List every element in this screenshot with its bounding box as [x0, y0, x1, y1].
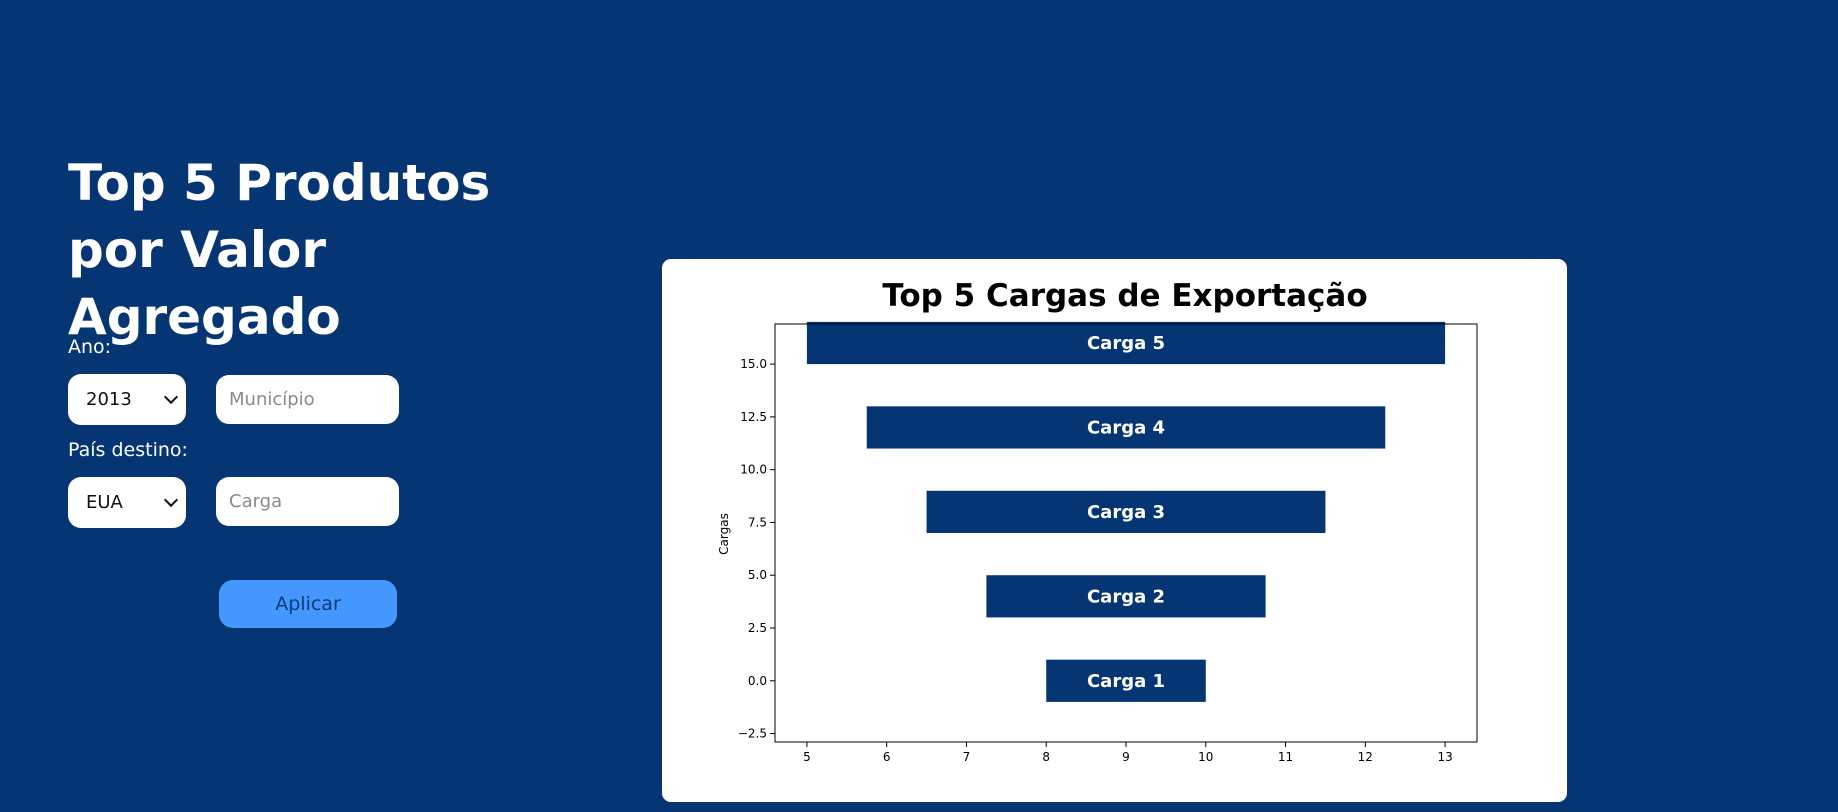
- municipio-input[interactable]: [216, 375, 399, 424]
- plot-frame: [774, 323, 1478, 743]
- x-tick-label: 11: [1278, 750, 1293, 764]
- country-select-value: EUA: [86, 492, 123, 513]
- bar-label: Carga 3: [1087, 502, 1165, 523]
- x-tick-label: 13: [1437, 750, 1452, 764]
- y-tick-label: 12.5: [740, 410, 767, 424]
- y-tick-label: 15.0: [740, 357, 767, 371]
- chart-title: Top 5 Cargas de Exportação: [882, 278, 1367, 314]
- country-select[interactable]: EUA: [68, 477, 186, 528]
- year-label: Ano:: [68, 336, 112, 358]
- page-title: Top 5 Produtos por Valor Agregado: [68, 154, 491, 346]
- bar-carga-5: [806, 321, 1446, 365]
- year-select-value: 2013: [86, 389, 132, 410]
- bar-carga-4: [866, 406, 1386, 449]
- y-tick-label: 10.0: [740, 463, 767, 477]
- x-tick-label: 8: [1042, 750, 1050, 764]
- carga-input[interactable]: [216, 477, 399, 526]
- apply-button[interactable]: Aplicar: [219, 580, 397, 628]
- chevron-down-icon: [163, 389, 179, 405]
- bar-label: Carga 5: [1087, 333, 1165, 354]
- bar-label: Carga 2: [1087, 586, 1165, 607]
- x-tick-label: 5: [803, 750, 811, 764]
- x-tick-label: 7: [963, 750, 971, 764]
- year-select[interactable]: 2013: [68, 374, 186, 425]
- bar-label: Carga 4: [1087, 417, 1165, 438]
- chart-card: Top 5 Cargas de Exportação Cargas Carga …: [662, 259, 1567, 802]
- y-tick-label: 7.5: [748, 515, 767, 529]
- y-axis-label: Cargas: [717, 513, 731, 555]
- bar-label: Carga 1: [1087, 671, 1165, 692]
- y-tick-label: 2.5: [748, 621, 767, 635]
- x-tick-label: 9: [1122, 750, 1130, 764]
- country-label: País destino:: [68, 439, 188, 461]
- bar-carga-1: [1046, 659, 1206, 702]
- x-tick-label: 6: [883, 750, 891, 764]
- bar-carga-2: [986, 575, 1266, 618]
- bar-chart: Top 5 Cargas de Exportação Cargas Carga …: [717, 278, 1478, 764]
- y-tick-label: 5.0: [748, 568, 767, 582]
- x-tick-label: 10: [1198, 750, 1213, 764]
- y-tick-label: −2.5: [738, 727, 767, 741]
- y-tick-label: 0.0: [748, 674, 767, 688]
- chevron-down-icon: [163, 492, 179, 508]
- bar-carga-3: [926, 490, 1326, 533]
- x-tick-label: 12: [1358, 750, 1373, 764]
